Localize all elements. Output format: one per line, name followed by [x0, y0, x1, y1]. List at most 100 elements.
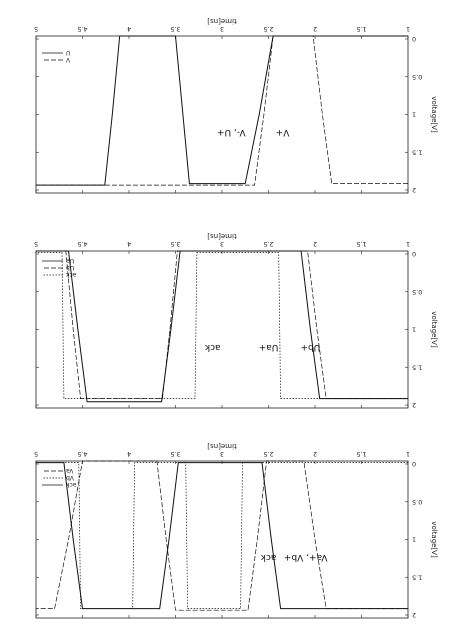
series-point — [270, 539, 272, 540]
series-line-v — [36, 35, 408, 186]
y-tick-label: 1 — [412, 536, 416, 544]
x-tick-label: 4 — [127, 25, 131, 33]
x-tick-label: 4.5 — [77, 25, 87, 33]
series-point — [266, 460, 267, 462]
series-point — [80, 608, 81, 609]
legend-label: Va — [66, 467, 74, 474]
series-point — [303, 460, 305, 462]
y-axis-label: voltage[V] — [430, 96, 438, 133]
series-point — [82, 608, 83, 609]
series-point — [78, 462, 80, 463]
x-tick-label: 1 — [406, 25, 410, 33]
legend-label: V — [65, 56, 70, 63]
y-tick-label: 1.5 — [412, 573, 422, 581]
series-point — [80, 398, 81, 399]
annotation: Ub+ — [300, 342, 320, 352]
x-tick-label: 4.5 — [77, 240, 87, 248]
x-tick-label: 1.5 — [356, 450, 366, 458]
x-tick-label: 2 — [313, 450, 317, 458]
series-point — [258, 114, 260, 115]
annotation: ack — [204, 342, 220, 352]
x-tick-label: 3 — [220, 25, 224, 33]
series-point — [104, 184, 106, 186]
series-point — [159, 608, 160, 609]
x-axis-label: time[ns] — [207, 442, 237, 450]
y-axis-label: voltage[V] — [430, 311, 438, 348]
series-point — [194, 398, 196, 399]
x-axis-label: time[ns] — [207, 232, 237, 240]
series-point — [407, 608, 409, 609]
series-point — [35, 462, 37, 463]
x-tick-label: 3.5 — [170, 240, 180, 248]
series-point — [82, 460, 83, 462]
series-line-ack — [36, 252, 408, 399]
series-point — [187, 608, 188, 609]
series-point — [319, 398, 320, 399]
x-tick-label: 2.5 — [263, 240, 273, 248]
series-point — [196, 252, 198, 253]
series-point — [68, 250, 69, 252]
series-point — [177, 250, 178, 252]
x-tick-label: 5 — [34, 240, 38, 248]
y-tick-label: 0 — [412, 250, 416, 258]
series-point — [185, 462, 187, 463]
x-tick-label: 1.5 — [356, 25, 366, 33]
x-tick-label: 4 — [127, 450, 131, 458]
x-tick-label: 3.5 — [170, 25, 180, 33]
series-line-ua — [36, 250, 408, 403]
series-point — [257, 539, 258, 540]
y-tick-label: 2 — [412, 611, 416, 619]
series-line-ack — [36, 462, 408, 610]
legend-label: Vb — [66, 474, 74, 481]
y-tick-label: 0.5 — [412, 288, 422, 296]
y-tick-label: 0 — [412, 460, 416, 468]
x-tick-label: 4.5 — [77, 450, 87, 458]
annotation: V+ — [276, 127, 290, 137]
series-point — [175, 35, 176, 37]
series-point — [407, 183, 409, 184]
series-point — [179, 250, 181, 252]
series-point — [68, 539, 69, 540]
series-point — [322, 114, 323, 115]
series-point — [182, 114, 184, 115]
series-point — [272, 35, 274, 37]
series-point — [263, 114, 265, 115]
series-point — [331, 183, 333, 184]
y-tick-label: 2 — [412, 186, 416, 194]
y-tick-label: 0.5 — [412, 73, 422, 81]
series-point — [242, 462, 243, 463]
series-point — [132, 608, 134, 609]
series-point — [170, 329, 172, 330]
series-point — [247, 609, 249, 611]
x-tick-label: 5 — [34, 450, 38, 458]
chart-panel-1: 1 1.5 2 2.5 3 3.5 4 4.5 5 0 0.5 1 1.5 2 time[ns] voltag… — [34, 442, 438, 619]
x-tick-label: 3.5 — [170, 450, 180, 458]
series-point — [407, 35, 409, 37]
x-tick-label: 1 — [406, 450, 410, 458]
x-tick-label: 3 — [220, 450, 224, 458]
series-point — [189, 183, 190, 184]
series-point — [61, 252, 63, 253]
x-axis-label: time[ns] — [207, 17, 237, 25]
series-point — [175, 609, 176, 611]
x-tick-label: 5 — [34, 25, 38, 33]
x-tick-label: 3 — [220, 240, 224, 248]
series-point — [134, 462, 135, 463]
legend-label: Ub — [66, 264, 74, 271]
series-point — [240, 608, 241, 609]
annotation: Va+, Vb+ — [284, 552, 328, 562]
series-point — [316, 329, 318, 330]
series-point — [161, 401, 162, 403]
series-point — [307, 250, 308, 252]
y-tick-label: 1.5 — [412, 363, 422, 371]
series-point — [35, 252, 37, 253]
legend-label: U — [66, 49, 70, 56]
series-point — [278, 252, 280, 253]
series-line-va — [36, 460, 408, 611]
series-point — [314, 539, 316, 540]
legend: VU — [42, 49, 70, 63]
series-point — [300, 250, 302, 252]
series-point — [177, 462, 179, 463]
series-point — [119, 35, 120, 37]
